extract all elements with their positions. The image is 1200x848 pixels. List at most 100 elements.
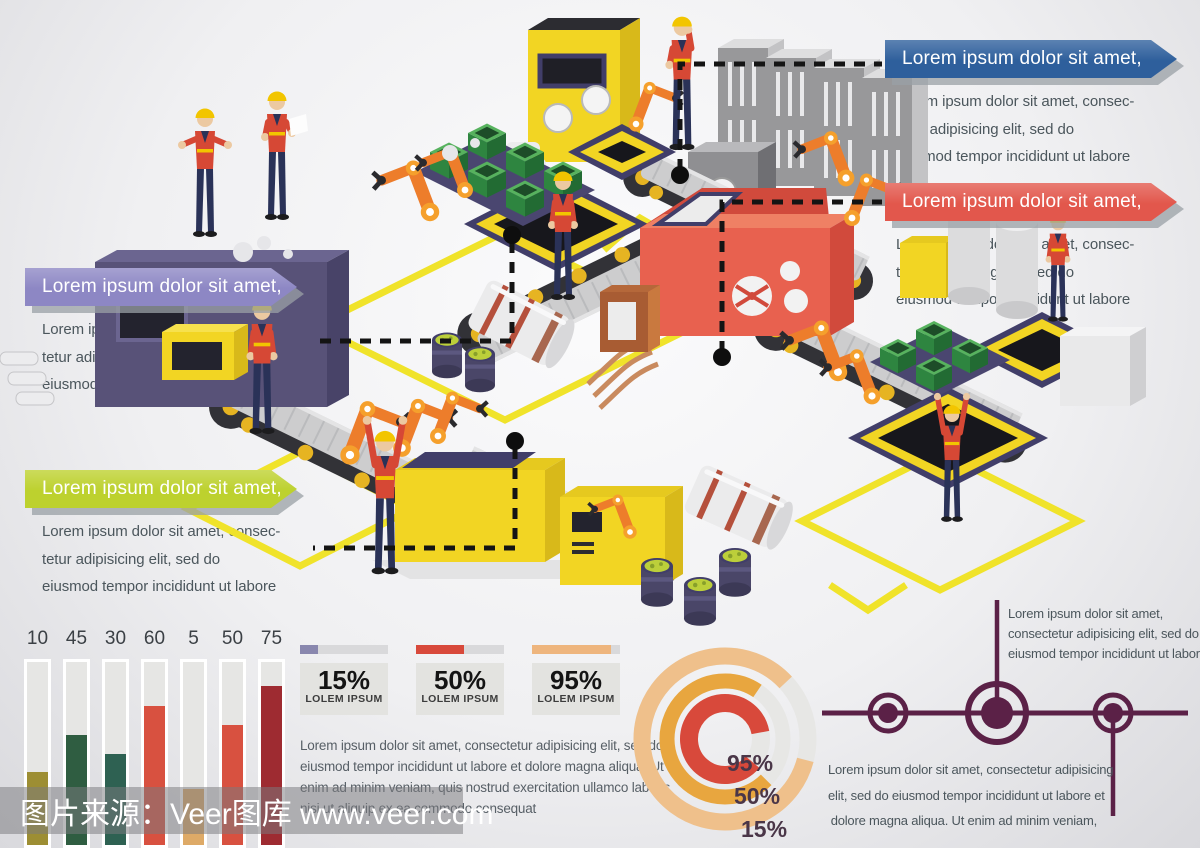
factory-worker <box>362 415 408 575</box>
barrel <box>432 332 462 379</box>
conveyor-belt <box>446 446 679 588</box>
floor-pit <box>848 387 1048 489</box>
airplane-diagram <box>820 592 1200 848</box>
stat-progress-fill <box>416 645 464 654</box>
donut-chart-labels: 95% 50% 15% <box>727 747 787 846</box>
white-machine-right <box>1060 327 1146 406</box>
stat-progress-track <box>300 645 388 654</box>
intake-box <box>600 285 660 352</box>
stat-50: 50% LOLEM IPSUM <box>416 645 504 715</box>
storage-tank <box>684 465 793 550</box>
bar-value-label: 10 <box>26 628 49 649</box>
stat-progress-track <box>416 645 504 654</box>
server-cabinet <box>814 59 880 196</box>
green-crate <box>916 321 952 356</box>
green-crate <box>544 161 582 198</box>
green-crate <box>468 123 506 160</box>
callout-body: Lorem ipsum dolor sit amet, consec- tetu… <box>42 523 281 595</box>
floor-pit <box>568 124 676 180</box>
stat-label: LOLEM IPSUM <box>305 693 383 705</box>
green-crate <box>506 142 544 179</box>
factory-worker <box>933 392 971 522</box>
donut-ring-2 <box>633 647 817 831</box>
airplane-fuselage-ring <box>965 681 1029 745</box>
callout-title: Lorem ipsum dolor sit amet, <box>902 191 1142 212</box>
callout-title: Lorem ipsum dolor sit amet, <box>42 478 282 499</box>
bar-value-label: 75 <box>260 628 283 649</box>
red-machine <box>640 214 854 336</box>
robot-arm <box>393 398 459 457</box>
green-crate <box>506 180 544 217</box>
stat-95: 95% LOLEM IPSUM <box>532 645 620 715</box>
callout-title: Lorem ipsum dolor sit amet, <box>902 48 1142 69</box>
steam-puff <box>257 236 271 250</box>
robot-arm <box>430 391 489 444</box>
callout-body: Lorem ipsum dolor sit amet, consec- tetu… <box>896 236 1135 308</box>
airplane-note-bottom: Lorem ipsum dolor sit amet, consectetur … <box>828 762 1114 828</box>
watermark-banner: 图片来源：Veer图库 www.veer.com <box>0 787 493 834</box>
callout-title-banner: Lorem ipsum dolor sit amet, <box>885 40 1177 78</box>
donut-chart <box>630 644 825 844</box>
robot-arm <box>414 145 473 198</box>
green-crate <box>468 161 506 198</box>
bar-value-label: 5 <box>188 628 199 649</box>
barrel <box>465 346 495 393</box>
callout-body: Lorem ipsum dolor sit amet, consec- tetu… <box>896 93 1135 165</box>
yellow-tower-machine <box>528 18 640 162</box>
green-crate <box>952 339 988 374</box>
floor-pit <box>968 312 1116 388</box>
server-cabinet <box>766 49 832 186</box>
green-crate <box>916 357 952 392</box>
donut-label-middle: 50% <box>734 783 781 809</box>
robot-arm <box>628 81 685 132</box>
stat-box: 15% LOLEM IPSUM <box>300 663 388 715</box>
robot-arm <box>587 494 637 539</box>
stat-progress-fill <box>300 645 318 654</box>
factory-worker <box>665 16 695 151</box>
stat-percent: 15% <box>317 665 371 695</box>
bar-value-label: 50 <box>221 628 244 649</box>
bar-value-label: 45 <box>65 628 88 649</box>
steam-puff <box>442 145 458 161</box>
barrel <box>684 577 716 626</box>
stat-label: LOLEM IPSUM <box>537 693 615 705</box>
steam-puff <box>470 138 480 148</box>
robot-arm <box>779 320 848 382</box>
barrel <box>719 548 751 597</box>
conveyor-belt <box>754 298 1027 463</box>
donut-label-outer: 15% <box>741 816 788 842</box>
green-crate <box>430 142 468 179</box>
airplane-engine-right-ring <box>1092 692 1134 734</box>
stat-progress-fill <box>532 645 612 654</box>
stat-box: 95% LOLEM IPSUM <box>532 663 620 715</box>
conveyor-belt <box>457 211 708 365</box>
robot-arm <box>792 131 855 187</box>
airplane-fuselage-dot <box>981 697 1013 729</box>
callout-title-banner: Lorem ipsum dolor sit amet, <box>25 470 297 508</box>
percentage-stats: 15% LOLEM IPSUM 50% LOLEM IPSUM 95% LOLE… <box>300 645 620 715</box>
server-cabinet-single <box>688 142 776 264</box>
factory-worker <box>178 108 232 237</box>
stat-box: 50% LOLEM IPSUM <box>416 663 504 715</box>
stat-percent: 95% <box>549 665 603 695</box>
stat-label: LOLEM IPSUM <box>421 693 499 705</box>
stat-15: 15% LOLEM IPSUM <box>300 645 388 715</box>
donut-ring-1 <box>659 673 791 805</box>
floor-pit <box>464 177 648 271</box>
donut-label-inner: 95% <box>727 750 774 776</box>
stat-progress-track <box>532 645 620 654</box>
callout-title-banner: Lorem ipsum dolor sit amet, <box>25 268 297 306</box>
conveyor-belt <box>623 150 874 300</box>
bar-value-label: 60 <box>143 628 166 649</box>
callout-body: Lorem ipsum dolor sit amet, consec- tetu… <box>42 321 281 393</box>
stat-percent: 50% <box>433 665 487 695</box>
storage-tank <box>468 280 575 369</box>
callout-title-banner: Lorem ipsum dolor sit amet, <box>885 183 1177 221</box>
factory-worker <box>261 91 308 220</box>
donut-ring-0 <box>680 694 770 784</box>
robot-arm <box>340 401 412 465</box>
yellow-block <box>560 486 683 585</box>
factory-worker <box>548 171 578 300</box>
steam-puff <box>283 249 293 259</box>
